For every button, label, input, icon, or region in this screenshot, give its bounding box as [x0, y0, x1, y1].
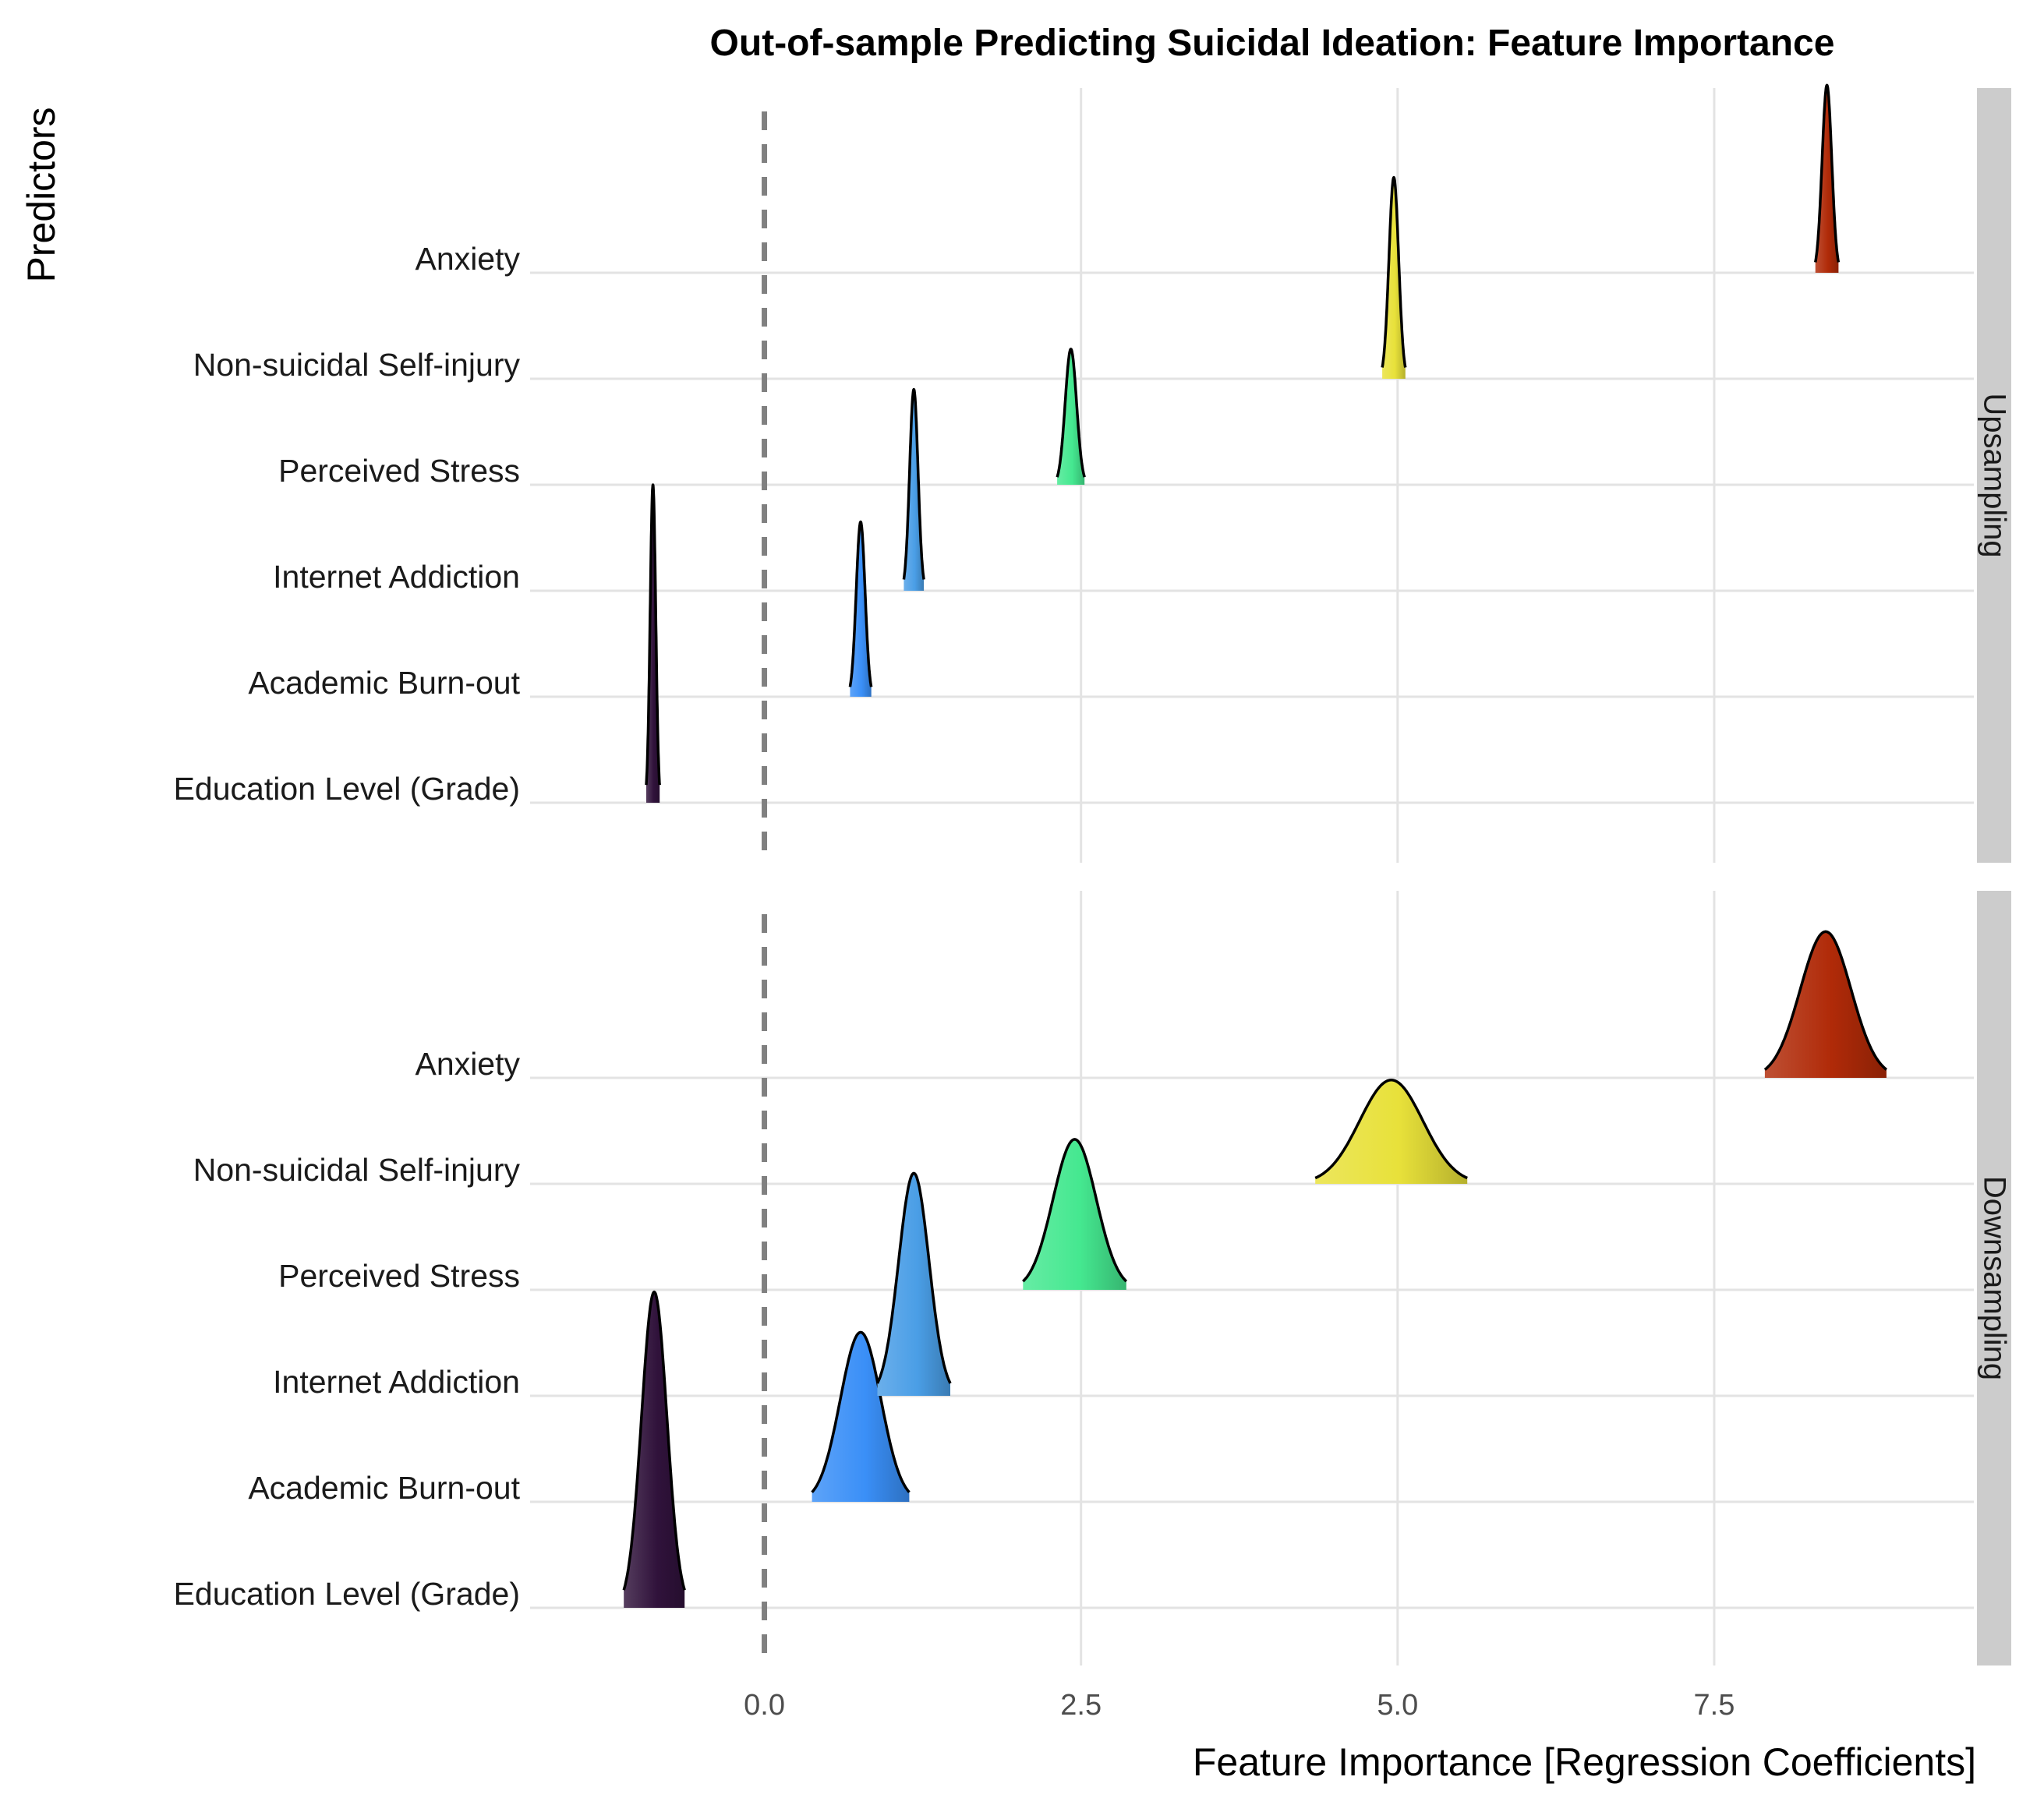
x-tick-label: 2.5 [1060, 1689, 1102, 1722]
density-fill [877, 1173, 950, 1396]
density-outline [1381, 175, 1407, 368]
density-outline [1763, 930, 1888, 1071]
y-tick-label: Academic Burn-out [248, 1470, 520, 1506]
density-outline [1813, 83, 1841, 263]
chart-title: Out-of-sample Predicting Suicidal Ideati… [709, 23, 1835, 64]
y-tick-label: Education Level (Grade) [174, 771, 520, 807]
y-tick-label: Anxiety [416, 1046, 521, 1082]
y-tick-label: Anxiety [416, 241, 521, 277]
density-fill [1382, 177, 1406, 379]
density-outline [848, 520, 873, 687]
density-outline [645, 483, 661, 786]
density-fill [812, 1332, 910, 1502]
y-tick-label: Perceived Stress [278, 1258, 520, 1294]
facet-strip-downsampling: Downsampling [1977, 891, 2012, 1665]
y-tick-label: Education Level (Grade) [174, 1576, 520, 1612]
y-tick-label: Internet Addiction [273, 1364, 520, 1400]
density-outline [875, 1171, 952, 1384]
density-outline [1314, 1078, 1468, 1180]
y-tick-label: Perceived Stress [278, 453, 520, 489]
y-tick-label: Internet Addiction [273, 559, 520, 595]
density-fill [1023, 1139, 1126, 1290]
y-tick-label: Non-suicidal Self-injury [193, 1152, 521, 1188]
x-tick-label: 5.0 [1377, 1689, 1418, 1722]
y-tick-label: Academic Burn-out [248, 665, 520, 701]
facet-strip-upsampling: Upsampling [1977, 88, 2012, 863]
density-fill [1815, 85, 1839, 273]
density-fill [624, 1291, 685, 1608]
density-outline [622, 1290, 686, 1591]
y-tick-label: Non-suicidal Self-injury [193, 347, 521, 383]
x-axis-title: Feature Importance [Regression Coefficie… [1192, 1740, 1976, 1784]
density-outline [1022, 1138, 1128, 1283]
density-fill [904, 389, 925, 591]
density-outline [902, 387, 925, 580]
x-tick-label: 0.0 [744, 1689, 785, 1722]
density-fill [1315, 1079, 1468, 1184]
density-fill [850, 521, 872, 697]
density-outline [1056, 348, 1086, 478]
density-outline [811, 1330, 911, 1493]
density-fill [1057, 348, 1085, 485]
x-tick-label: 7.5 [1694, 1689, 1735, 1722]
density-fill [1764, 931, 1887, 1078]
